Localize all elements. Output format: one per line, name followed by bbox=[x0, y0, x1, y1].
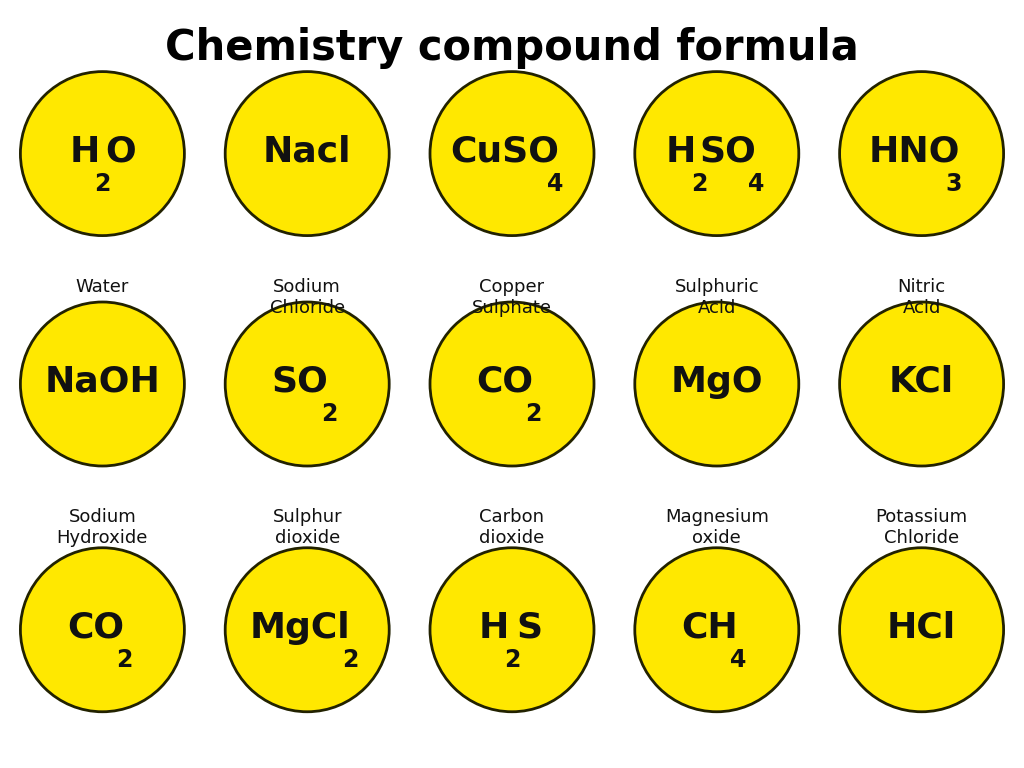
Text: Chemistry compound formula: Chemistry compound formula bbox=[165, 27, 859, 69]
Text: Sulphuric
Acid: Sulphuric Acid bbox=[675, 278, 759, 316]
Text: 2: 2 bbox=[94, 171, 111, 196]
Text: Carbon
dioxide: Carbon dioxide bbox=[479, 508, 545, 547]
Circle shape bbox=[840, 71, 1004, 236]
Circle shape bbox=[840, 302, 1004, 466]
Text: KCl: KCl bbox=[889, 365, 954, 399]
Text: MgO: MgO bbox=[671, 365, 763, 399]
Text: H: H bbox=[479, 611, 509, 645]
Circle shape bbox=[635, 302, 799, 466]
Text: H: H bbox=[70, 134, 99, 169]
Text: 3: 3 bbox=[946, 171, 963, 196]
Text: O: O bbox=[104, 134, 136, 169]
Circle shape bbox=[20, 71, 184, 236]
Text: Nitric
Acid: Nitric Acid bbox=[898, 278, 945, 316]
Text: Sulphur
dioxide: Sulphur dioxide bbox=[272, 508, 342, 547]
Text: SO: SO bbox=[699, 134, 756, 169]
Circle shape bbox=[20, 548, 184, 712]
Text: H: H bbox=[666, 134, 696, 169]
Circle shape bbox=[225, 548, 389, 712]
Text: Nacl: Nacl bbox=[263, 134, 351, 169]
Circle shape bbox=[430, 548, 594, 712]
Text: CO: CO bbox=[67, 611, 124, 645]
Text: NaOH: NaOH bbox=[44, 365, 161, 399]
Text: Sodium
Chloride: Sodium Chloride bbox=[269, 278, 345, 316]
Text: HCl: HCl bbox=[887, 611, 956, 645]
Text: S: S bbox=[517, 611, 543, 645]
Circle shape bbox=[635, 71, 799, 236]
Text: CO: CO bbox=[476, 365, 534, 399]
Text: 4: 4 bbox=[749, 171, 765, 196]
Text: Water: Water bbox=[76, 278, 129, 296]
Text: MgCl: MgCl bbox=[250, 611, 350, 645]
Text: Copper
Sulphate: Copper Sulphate bbox=[472, 278, 552, 316]
Circle shape bbox=[20, 302, 184, 466]
Text: 4: 4 bbox=[730, 647, 746, 672]
Circle shape bbox=[225, 71, 389, 236]
Circle shape bbox=[635, 548, 799, 712]
Text: Potassium
Chloride: Potassium Chloride bbox=[876, 508, 968, 547]
Circle shape bbox=[430, 71, 594, 236]
Text: 2: 2 bbox=[504, 647, 520, 672]
Text: SO: SO bbox=[271, 365, 329, 399]
Text: 2: 2 bbox=[691, 171, 707, 196]
Circle shape bbox=[225, 302, 389, 466]
Text: Magnesium
oxide: Magnesium oxide bbox=[665, 508, 769, 547]
Text: 2: 2 bbox=[342, 647, 358, 672]
Text: CuSO: CuSO bbox=[451, 134, 559, 169]
Text: 2: 2 bbox=[525, 402, 542, 426]
Text: 2: 2 bbox=[321, 402, 337, 426]
Circle shape bbox=[840, 548, 1004, 712]
Text: Sodium
Hydroxide: Sodium Hydroxide bbox=[56, 508, 148, 547]
Text: CH: CH bbox=[681, 611, 738, 645]
Circle shape bbox=[430, 302, 594, 466]
Text: 4: 4 bbox=[547, 171, 563, 196]
Text: HNO: HNO bbox=[868, 134, 961, 169]
Text: 2: 2 bbox=[116, 647, 132, 672]
